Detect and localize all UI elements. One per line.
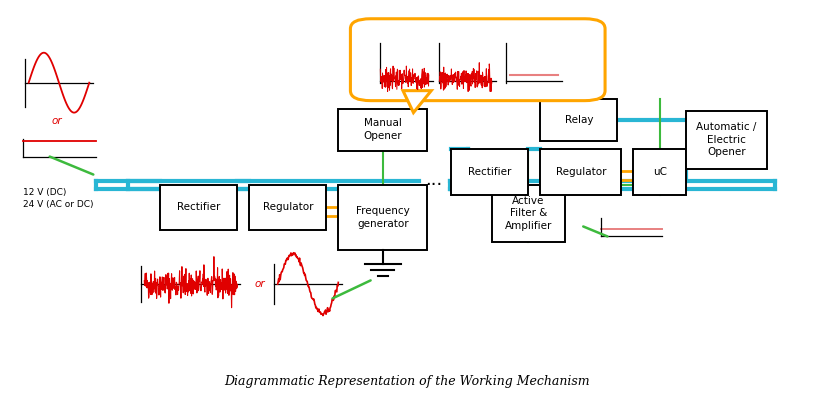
FancyBboxPatch shape: [540, 149, 621, 194]
Text: Rectifier: Rectifier: [468, 166, 511, 177]
Text: Automatic /
Electric
Opener: Automatic / Electric Opener: [696, 122, 756, 157]
Polygon shape: [403, 91, 431, 113]
FancyBboxPatch shape: [160, 185, 237, 230]
FancyBboxPatch shape: [350, 19, 605, 100]
Text: Diagrammatic Representation of the Working Mechanism: Diagrammatic Representation of the Worki…: [224, 375, 590, 388]
Text: Frequency
generator: Frequency generator: [356, 206, 409, 229]
Text: Manual
Opener: Manual Opener: [363, 118, 402, 141]
Text: Active
Filter &
Amplifier: Active Filter & Amplifier: [505, 196, 552, 231]
Text: uC: uC: [653, 166, 667, 177]
Text: Rectifier: Rectifier: [177, 202, 221, 213]
FancyBboxPatch shape: [686, 111, 767, 168]
FancyBboxPatch shape: [249, 185, 326, 230]
Text: Relay: Relay: [565, 115, 593, 125]
FancyBboxPatch shape: [339, 109, 427, 151]
FancyBboxPatch shape: [452, 149, 528, 194]
FancyBboxPatch shape: [540, 99, 617, 141]
Text: 12 V (DC)
24 V (AC or DC): 12 V (DC) 24 V (AC or DC): [23, 188, 94, 209]
FancyBboxPatch shape: [633, 149, 686, 194]
Text: or: or: [255, 279, 265, 290]
Text: ···: ···: [425, 175, 442, 194]
FancyBboxPatch shape: [492, 185, 565, 243]
Text: Regulator: Regulator: [556, 166, 606, 177]
FancyBboxPatch shape: [339, 185, 427, 250]
Text: Regulator: Regulator: [262, 202, 313, 213]
Text: or: or: [51, 115, 62, 126]
